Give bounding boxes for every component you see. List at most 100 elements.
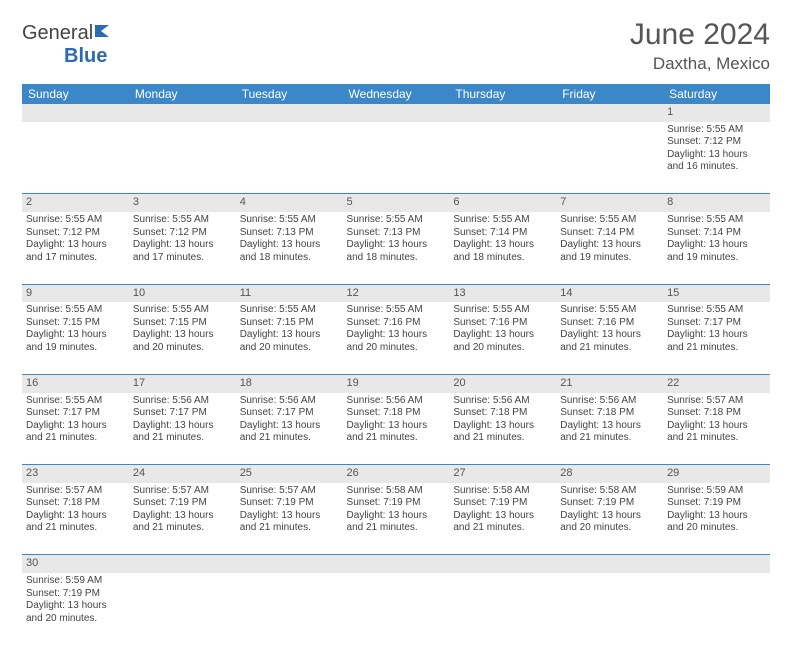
sunset-line: Sunset: 7:19 PM xyxy=(240,497,339,510)
day-number: 9 xyxy=(22,284,129,302)
day-cell: Sunrise: 5:57 AMSunset: 7:19 PMDaylight:… xyxy=(236,483,343,555)
day-cell: Sunrise: 5:59 AMSunset: 7:19 PMDaylight:… xyxy=(22,573,129,645)
daylight-line: Daylight: 13 hours and 18 minutes. xyxy=(347,239,446,264)
sunrise-line: Sunrise: 5:57 AM xyxy=(133,485,232,498)
dayname-tue: Tuesday xyxy=(236,84,343,104)
dayname-sun: Sunday xyxy=(22,84,129,104)
daylight-line: Daylight: 13 hours and 21 minutes. xyxy=(133,420,232,445)
day-cell xyxy=(22,122,129,194)
daylight-line: Daylight: 13 hours and 19 minutes. xyxy=(560,239,659,264)
day-content: Sunrise: 5:56 AMSunset: 7:17 PMDaylight:… xyxy=(240,395,339,445)
sunset-line: Sunset: 7:19 PM xyxy=(453,497,552,510)
day-content: Sunrise: 5:55 AMSunset: 7:13 PMDaylight:… xyxy=(347,214,446,264)
day-number: 25 xyxy=(236,465,343,483)
week-row: Sunrise: 5:55 AMSunset: 7:12 PMDaylight:… xyxy=(22,212,770,284)
day-content: Sunrise: 5:56 AMSunset: 7:18 PMDaylight:… xyxy=(347,395,446,445)
day-cell: Sunrise: 5:58 AMSunset: 7:19 PMDaylight:… xyxy=(449,483,556,555)
daylight-line: Daylight: 13 hours and 20 minutes. xyxy=(347,329,446,354)
day-number: 2 xyxy=(22,194,129,212)
sunset-line: Sunset: 7:16 PM xyxy=(347,317,446,330)
sunrise-line: Sunrise: 5:55 AM xyxy=(26,214,125,227)
sunset-line: Sunset: 7:19 PM xyxy=(560,497,659,510)
daylight-line: Daylight: 13 hours and 21 minutes. xyxy=(240,420,339,445)
brand-text: General Blue xyxy=(22,22,117,68)
daylight-line: Daylight: 13 hours and 20 minutes. xyxy=(560,510,659,535)
sunset-line: Sunset: 7:15 PM xyxy=(133,317,232,330)
day-number: 12 xyxy=(343,284,450,302)
sunset-line: Sunset: 7:19 PM xyxy=(347,497,446,510)
day-number xyxy=(663,555,770,573)
month-title: June 2024 xyxy=(630,18,770,52)
calendar-body: 1Sunrise: 5:55 AMSunset: 7:12 PMDaylight… xyxy=(22,104,770,645)
day-number: 14 xyxy=(556,284,663,302)
day-content: Sunrise: 5:55 AMSunset: 7:17 PMDaylight:… xyxy=(667,304,766,354)
week-row: Sunrise: 5:55 AMSunset: 7:12 PMDaylight:… xyxy=(22,122,770,194)
daylight-line: Daylight: 13 hours and 21 minutes. xyxy=(26,420,125,445)
sunrise-line: Sunrise: 5:58 AM xyxy=(560,485,659,498)
day-cell: Sunrise: 5:55 AMSunset: 7:16 PMDaylight:… xyxy=(343,302,450,374)
day-number: 10 xyxy=(129,284,236,302)
dayname-mon: Monday xyxy=(129,84,236,104)
day-content: Sunrise: 5:56 AMSunset: 7:18 PMDaylight:… xyxy=(453,395,552,445)
sunrise-line: Sunrise: 5:55 AM xyxy=(560,304,659,317)
day-number xyxy=(449,555,556,573)
day-content: Sunrise: 5:59 AMSunset: 7:19 PMDaylight:… xyxy=(667,485,766,535)
sunset-line: Sunset: 7:17 PM xyxy=(26,407,125,420)
week-row: Sunrise: 5:57 AM Sunset: 7:18 PM Daylight:… xyxy=(22,483,770,555)
day-cell: Sunrise: 5:59 AMSunset: 7:19 PMDaylight:… xyxy=(663,483,770,555)
sunrise-line: Sunrise: 5:56 AM xyxy=(560,395,659,408)
day-number: 8 xyxy=(663,194,770,212)
daynum-row: 30 xyxy=(22,555,770,573)
dayname-thu: Thursday xyxy=(449,84,556,104)
sunset-line: Sunset: 7:19 PM xyxy=(667,497,766,510)
day-cell xyxy=(236,573,343,645)
sunset-line: Sunset: 7:16 PM xyxy=(453,317,552,330)
daylight-line: Daylight: 13 hours and 21 minutes. xyxy=(667,329,766,354)
day-cell: Sunrise: 5:56 AMSunset: 7:18 PMDaylight:… xyxy=(556,393,663,465)
day-cell xyxy=(343,573,450,645)
sunrise-line: Sunrise: 5:58 AM xyxy=(347,485,446,498)
day-content: Sunrise: 5:58 AMSunset: 7:19 PMDaylight:… xyxy=(347,485,446,535)
sunset-line: Sunset: 7:16 PM xyxy=(560,317,659,330)
sunset-line: Sunset: 7:18 PM xyxy=(26,497,125,510)
day-content: Sunrise: 5:55 AMSunset: 7:16 PMDaylight:… xyxy=(347,304,446,354)
day-number: 26 xyxy=(343,465,450,483)
day-number xyxy=(22,104,129,122)
sunrise-line: Sunrise: 5:57 AM xyxy=(667,395,766,408)
day-cell xyxy=(449,573,556,645)
dayname-sat: Saturday xyxy=(663,84,770,104)
sunrise-line: Sunrise: 5:55 AM xyxy=(453,304,552,317)
sunrise-line: Sunrise: 5:55 AM xyxy=(347,214,446,227)
dayname-wed: Wednesday xyxy=(343,84,450,104)
daylight-line: Daylight: 13 hours and 21 minutes. xyxy=(667,420,766,445)
sunset-line: Sunset: 7:14 PM xyxy=(453,227,552,240)
day-cell xyxy=(556,122,663,194)
day-cell: Sunrise: 5:57 AMSunset: 7:19 PMDaylight:… xyxy=(129,483,236,555)
day-number xyxy=(129,104,236,122)
sunset-line: Sunset: 7:19 PM xyxy=(133,497,232,510)
day-cell: Sunrise: 5:56 AMSunset: 7:18 PMDaylight:… xyxy=(449,393,556,465)
day-cell: Sunrise: 5:55 AMSunset: 7:14 PMDaylight:… xyxy=(556,212,663,284)
day-cell: Sunrise: 5:55 AMSunset: 7:12 PMDaylight:… xyxy=(129,212,236,284)
day-number: 28 xyxy=(556,465,663,483)
sunrise-line: Sunrise: 5:55 AM xyxy=(26,304,125,317)
day-number: 23 xyxy=(22,465,129,483)
day-content: Sunrise: 5:55 AMSunset: 7:14 PMDaylight:… xyxy=(453,214,552,264)
sunrise-line: Sunrise: 5:59 AM xyxy=(667,485,766,498)
week-row: Sunrise: 5:55 AM Sunset: 7:15 PM Daylight:… xyxy=(22,302,770,374)
sunset-line: Sunset: 7:12 PM xyxy=(667,136,766,149)
week-row: Sunrise: 5:59 AMSunset: 7:19 PMDaylight:… xyxy=(22,573,770,645)
day-content: Sunrise: 5:55 AMSunset: 7:12 PMDaylight:… xyxy=(667,124,766,174)
sunset-line: Sunset: 7:15 PM xyxy=(240,317,339,330)
sunset-line: Sunset: 7:19 PM xyxy=(26,588,125,601)
calendar-table: Sunday Monday Tuesday Wednesday Thursday… xyxy=(22,84,770,645)
day-cell xyxy=(129,122,236,194)
daylight-line: Daylight: 13 hours and 21 minutes. xyxy=(453,510,552,535)
day-content: Sunrise: 5:57 AMSunset: 7:18 PMDaylight:… xyxy=(667,395,766,445)
daylight-line: Daylight: 13 hours and 20 minutes. xyxy=(667,510,766,535)
day-cell: Sunrise: 5:56 AMSunset: 7:18 PMDaylight:… xyxy=(343,393,450,465)
day-number: 3 xyxy=(129,194,236,212)
day-cell xyxy=(663,573,770,645)
sunset-line: Sunset: 7:17 PM xyxy=(133,407,232,420)
day-number: 30 xyxy=(22,555,129,573)
